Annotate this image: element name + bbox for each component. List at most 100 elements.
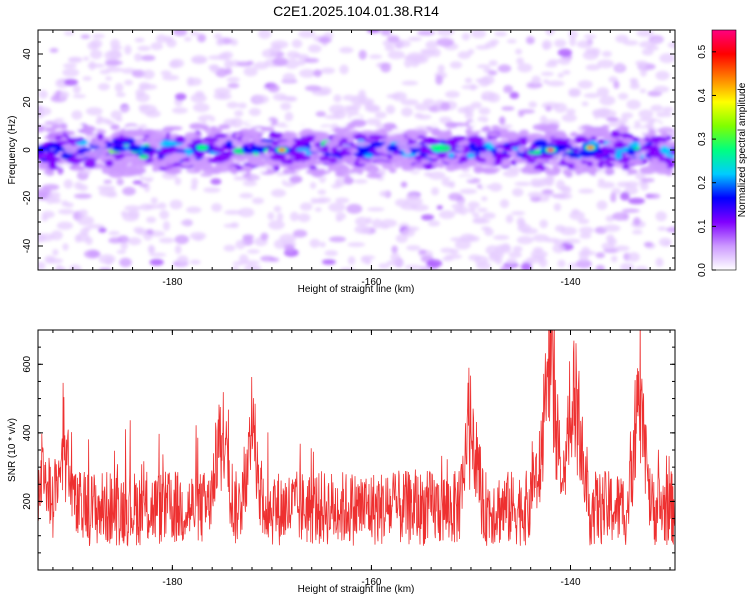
heatmap-cell [507,134,519,142]
heatmap-cell [379,190,389,197]
heatmap-cell [564,169,573,178]
heatmap-cell [48,191,61,199]
heatmap-cell [454,126,465,135]
heatmap-cell [50,131,66,136]
heatmap-cell [605,157,618,162]
heatmap-cell [319,241,326,248]
heatmap-cell [58,208,75,215]
heatmap-cell [114,82,124,93]
heatmap-cell [487,132,500,137]
heatmap-cell [83,151,98,158]
heatmap-cell [180,220,192,226]
heatmap-cell [557,48,573,57]
heatmap-cell [538,257,548,268]
heatmap-cell [554,193,573,200]
heatmap-cell [375,111,387,119]
heatmap-cell [64,78,79,86]
heatmap-cell [639,166,657,175]
heatmap-cell [372,218,383,229]
heatmap-cell [593,109,601,120]
heatmap-cell [260,255,275,262]
heatmap-cell [228,165,238,174]
heatmap-cell [150,197,158,205]
heatmap-cell [44,255,56,264]
heatmap-cell [314,119,328,125]
heatmap-cell [98,188,117,197]
heatmap-cell [83,56,90,61]
heatmap-cell [324,140,340,147]
heatmap-cell [389,167,397,174]
spectrogram-y-label: Frequency (Hz) [7,116,18,185]
heatmap-cell [184,132,201,140]
heatmap-cell [272,57,288,67]
heatmap-cell [355,216,369,227]
heatmap-cell [639,40,656,49]
heatmap-cell [635,172,646,180]
heatmap-cell [367,30,381,34]
heatmap-cell [239,192,254,199]
heatmap-cell [545,105,552,112]
heatmap-cell [201,137,219,143]
heatmap-cell [527,191,544,198]
heatmap-cell [85,236,93,245]
heatmap-cell [335,197,350,204]
heatmap-cell [147,244,155,254]
heatmap-cell [660,162,668,169]
heatmap-cell [440,126,449,131]
heatmap-cell [657,226,667,231]
heatmap-cell [550,138,567,144]
heatmap-cell [597,139,606,145]
heatmap-cell [162,74,180,81]
heatmap-cell [561,185,572,195]
heatmap-cell [150,42,163,51]
heatmap-cell [601,50,612,58]
heatmap-cell [105,67,124,73]
heatmap-cell [467,201,480,209]
heatmap-cell [88,249,99,258]
heatmap-cell [560,226,577,236]
spectrogram-y-ticks: -40 -20 0 20 40 [22,29,675,271]
heatmap-cell [454,239,471,250]
heatmap-cell [44,151,56,160]
heatmap-cell [598,107,611,115]
heatmap-cell [133,226,145,233]
heatmap-cell [632,229,643,235]
heatmap-cell [384,44,395,52]
y-tick-label: 40 [22,48,33,60]
heatmap-cell [268,220,285,230]
heatmap-cell [476,158,489,163]
heatmap-cell [203,187,221,193]
heatmap-cell [515,48,523,55]
heatmap-cell [70,123,83,131]
heatmap-cell [488,60,498,67]
heatmap-cell [235,157,246,163]
heatmap-cell [63,31,75,36]
heatmap-cell [568,88,581,93]
heatmap-cell [417,30,436,36]
heatmap-cell [335,172,344,177]
heatmap-cell [350,119,367,128]
heatmap-cell [211,203,223,212]
heatmap-cell [282,168,296,175]
heatmap-cell [138,124,148,129]
heatmap-cell [557,57,571,65]
heatmap-cell [423,162,433,170]
heatmap-cell [461,84,479,90]
heatmap-cell [343,176,354,185]
heatmap-cell [655,211,667,222]
heatmap-cell [83,159,97,169]
heatmap-cell [577,80,593,89]
heatmap-cell [641,48,654,56]
heatmap-cell [214,133,228,138]
heatmap-cell [367,207,385,212]
heatmap-cell [426,259,443,268]
heatmap-cell [489,182,503,192]
heatmap-cell [530,250,548,258]
heatmap-cell [510,211,526,216]
heatmap-cell [540,178,553,186]
heatmap-cell [583,34,597,39]
heatmap-cell [400,99,419,106]
heatmap-cell [184,36,192,42]
heatmap-cell [79,125,96,133]
heatmap-cell [618,133,634,138]
